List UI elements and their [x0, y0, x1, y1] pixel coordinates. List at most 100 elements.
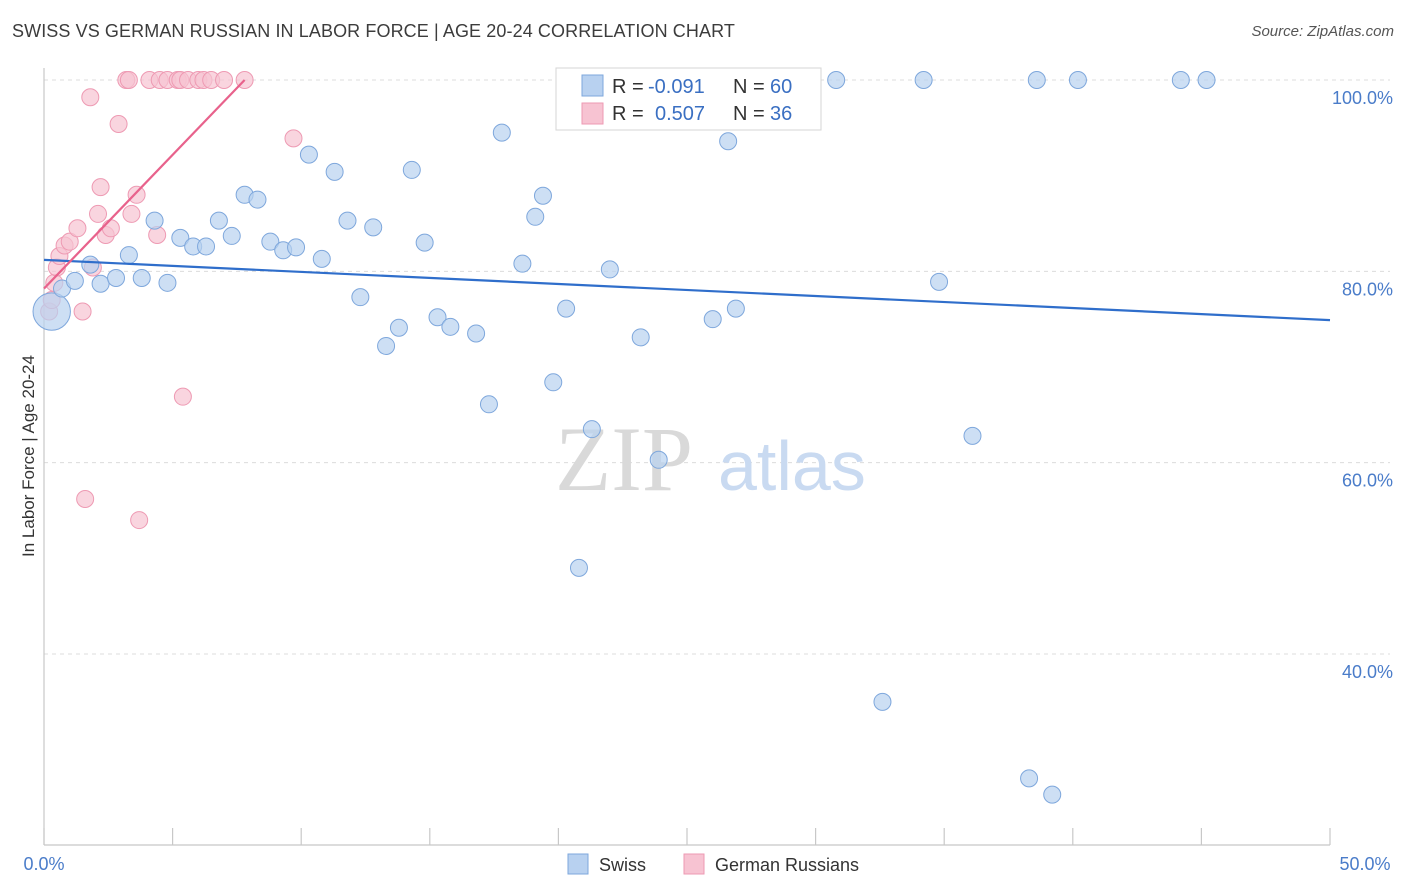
swiss-point: [914, 71, 933, 89]
swiss-point: [312, 249, 331, 268]
swiss-point: [963, 426, 982, 445]
swiss-legend-swatch: [581, 74, 604, 97]
swiss-point: [91, 274, 110, 293]
swiss-point: [119, 246, 138, 265]
gr-r-label: R =: [612, 103, 644, 125]
swiss-point: [222, 226, 241, 245]
swiss-point: [930, 272, 949, 291]
swiss-point: [479, 395, 498, 414]
swiss-point: [1020, 769, 1039, 788]
german-russian-point: [91, 178, 110, 197]
swiss-point: [209, 211, 228, 230]
swiss-point: [299, 145, 318, 164]
swiss-point: [132, 269, 151, 288]
german-russian-point: [109, 115, 128, 134]
gr-legend-swatch: [581, 102, 604, 125]
swiss-point: [1027, 71, 1046, 89]
swiss-point: [719, 132, 738, 151]
german-russian-point: [76, 490, 95, 509]
swiss-point: [544, 373, 563, 392]
german-russian-point: [284, 129, 303, 148]
swiss-points: [32, 71, 1216, 804]
german-russians-points: [40, 71, 303, 530]
swiss-point: [402, 160, 421, 179]
y-tick-label: 60.0%: [1342, 471, 1393, 491]
gr-n-label: N =: [733, 103, 765, 125]
swiss-r-value: -0.091: [648, 76, 705, 98]
german-russian-point: [101, 219, 120, 238]
y-tick-label: 80.0%: [1342, 279, 1393, 299]
german-russian-point: [130, 511, 149, 530]
trend-lines: [43, 79, 1331, 322]
swiss-trend-line: [43, 258, 1331, 322]
swiss-point: [338, 211, 357, 230]
swiss-point: [582, 420, 601, 439]
german-russian-point: [122, 204, 141, 223]
german-russian-point: [81, 88, 100, 107]
bottom-legend: Swiss German Russians: [567, 853, 859, 875]
y-tick-label: 100.0%: [1332, 88, 1393, 108]
swiss-point: [467, 324, 486, 343]
swiss-point: [600, 260, 619, 279]
swiss-point: [415, 233, 434, 252]
grid-lines: [44, 79, 1390, 655]
swiss-point: [32, 292, 71, 331]
swiss-point: [158, 273, 177, 292]
bottom-legend-swiss-label: Swiss: [599, 855, 646, 875]
swiss-r-label: R =: [612, 76, 644, 98]
german-russian-point: [73, 302, 92, 321]
german-russian-point: [119, 71, 138, 89]
watermark-atlas: atlas: [718, 427, 866, 505]
swiss-point: [261, 232, 280, 251]
source-credit: Source: ZipAtlas.com: [1251, 23, 1394, 40]
swiss-point: [81, 255, 100, 274]
x-tick-label-max: 50.0%: [1339, 854, 1390, 874]
chart-title: SWISS VS GERMAN RUSSIAN IN LABOR FORCE |…: [12, 21, 735, 41]
swiss-point: [827, 71, 846, 89]
swiss-point: [287, 238, 306, 257]
swiss-point: [726, 299, 745, 318]
y-tick-labels: 40.0% 60.0% 80.0% 100.0%: [1332, 88, 1393, 682]
swiss-point: [526, 207, 545, 226]
swiss-point: [1197, 71, 1216, 89]
x-tick-label-min: 0.0%: [23, 854, 64, 874]
y-axis-label: In Labor Force | Age 20-24: [19, 355, 38, 557]
swiss-point: [145, 211, 164, 230]
swiss-point: [107, 269, 126, 288]
swiss-point: [1043, 785, 1062, 804]
swiss-n-value: 60: [770, 76, 792, 98]
german-russian-point: [60, 232, 79, 251]
swiss-point: [569, 558, 588, 577]
swiss-point: [248, 190, 267, 209]
swiss-point: [533, 186, 552, 205]
swiss-point: [351, 288, 370, 307]
gr-r-value: 0.507: [655, 103, 705, 125]
gr-n-value: 36: [770, 103, 792, 125]
x-axis-ticks: [43, 828, 1331, 845]
bottom-legend-gr-swatch: [683, 853, 705, 875]
swiss-point: [441, 317, 460, 336]
swiss-point: [557, 299, 576, 318]
swiss-point: [513, 254, 532, 273]
stats-legend: R = -0.091 N = 60 R = 0.507 N = 36: [555, 67, 822, 131]
german-russian-point: [68, 219, 87, 238]
swiss-point: [325, 162, 344, 181]
swiss-point: [364, 218, 383, 237]
watermark-zip: ZIP: [555, 408, 693, 510]
swiss-point: [703, 310, 722, 329]
swiss-point: [377, 336, 396, 355]
german-russians-trend-line: [43, 79, 246, 290]
y-tick-label: 40.0%: [1342, 662, 1393, 682]
swiss-point: [197, 237, 216, 256]
swiss-point: [389, 318, 408, 337]
swiss-point: [1171, 71, 1190, 89]
german-russian-point: [173, 387, 192, 406]
german-russian-point: [127, 185, 146, 204]
swiss-point: [428, 308, 447, 327]
swiss-point: [631, 328, 650, 347]
bottom-legend-swiss-swatch: [567, 853, 589, 875]
swiss-point: [1068, 71, 1087, 89]
german-russian-point: [215, 71, 234, 89]
swiss-point: [649, 450, 668, 469]
